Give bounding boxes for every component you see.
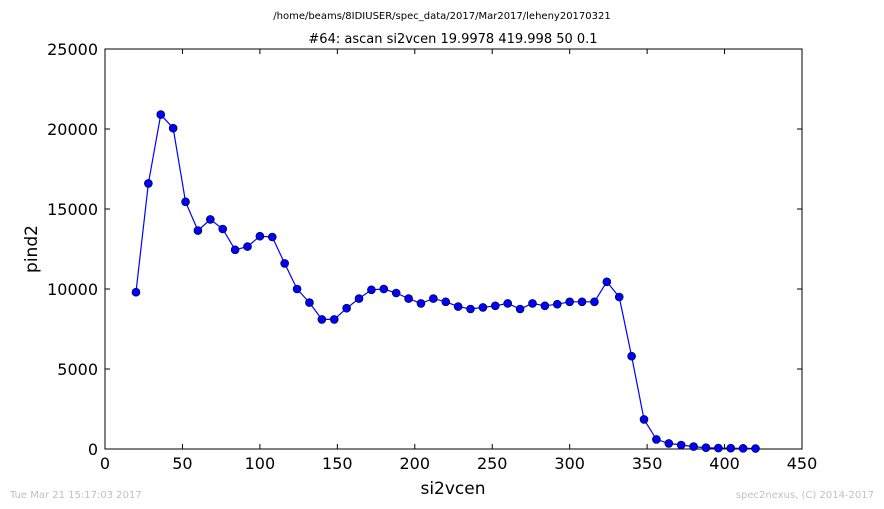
- footer-timestamp: Tue Mar 21 15:17:03 2017: [9, 490, 142, 501]
- data-point: [652, 435, 661, 444]
- data-point: [714, 443, 723, 453]
- x-tick-label: 300: [554, 454, 585, 473]
- data-point: [168, 123, 178, 133]
- data-point: [230, 245, 240, 255]
- data-point: [131, 287, 141, 297]
- plot-area: [131, 110, 760, 453]
- x-tick-label: 350: [632, 454, 663, 473]
- y-tick-label: 0: [88, 440, 98, 459]
- data-point: [689, 442, 698, 451]
- y-tick-label: 25000: [47, 40, 98, 59]
- data-point: [453, 302, 463, 311]
- data-point: [193, 226, 203, 235]
- data-point: [639, 415, 649, 424]
- y-tick-label: 10000: [47, 280, 98, 299]
- data-point: [515, 304, 525, 314]
- data-point: [540, 301, 550, 311]
- data-point: [491, 301, 500, 311]
- data-point: [243, 242, 252, 251]
- x-tick-label: 150: [322, 454, 353, 473]
- data-point: [181, 197, 190, 207]
- data-point: [726, 443, 736, 453]
- data-point: [441, 297, 451, 307]
- x-tick-label: 450: [787, 454, 818, 473]
- data-point: [590, 297, 599, 307]
- figure-supertitle: /home/beams/8IDIUSER/spec_data/2017/Mar2…: [273, 11, 610, 22]
- data-point: [379, 284, 389, 294]
- data-point: [577, 297, 587, 307]
- data-point: [627, 351, 636, 361]
- data-point: [565, 297, 574, 307]
- data-point: [614, 292, 624, 302]
- data-point: [342, 303, 351, 313]
- data-point: [267, 232, 277, 242]
- data-point: [156, 110, 166, 119]
- data-point: [602, 277, 612, 287]
- y-tick-label: 15000: [47, 200, 98, 219]
- data-point: [664, 439, 674, 448]
- y-tick-label: 5000: [57, 360, 98, 379]
- data-point: [292, 284, 302, 294]
- data-point: [528, 299, 537, 308]
- data-point: [738, 444, 748, 453]
- data-point: [478, 303, 488, 312]
- data-point: [206, 215, 215, 224]
- data-point: [317, 315, 327, 324]
- data-point: [354, 294, 364, 303]
- x-tick-label: 50: [172, 454, 192, 473]
- footer-copyright: spec2nexus, (C) 2014-2017: [736, 490, 874, 501]
- data-point: [404, 294, 413, 303]
- data-point: [701, 443, 711, 453]
- data-point: [676, 440, 686, 450]
- data-point: [144, 179, 153, 188]
- axes-frame: [104, 48, 803, 450]
- data-point: [751, 444, 760, 453]
- data-point: [280, 259, 289, 268]
- x-axis-label: si2vcen: [420, 479, 485, 499]
- x-tick-label: 200: [400, 454, 431, 473]
- data-point: [329, 315, 339, 324]
- data-point: [367, 285, 376, 295]
- y-tick-label: 20000: [47, 120, 98, 139]
- axes: 0 50 100 150 200 250 300 350 400 450 0 5000 10000 150…: [47, 40, 817, 473]
- data-point: [503, 299, 513, 308]
- x-tick-label: 400: [709, 454, 740, 473]
- data-point: [218, 224, 228, 234]
- chart-title: #64: ascan si2vcen 19.9978 419.998 50 0.…: [308, 32, 597, 47]
- series-line: [135, 113, 756, 450]
- data-point: [466, 304, 475, 314]
- x-tick-label: 100: [245, 454, 276, 473]
- y-axis-label: pind2: [22, 225, 42, 273]
- x-tick-label: 0: [100, 454, 110, 473]
- data-point: [305, 298, 314, 307]
- data-point: [391, 288, 401, 298]
- x-tick-label: 250: [477, 454, 508, 473]
- data-point: [416, 299, 426, 308]
- data-point: [552, 299, 562, 309]
- data-point: [255, 231, 265, 241]
- data-point: [429, 294, 438, 303]
